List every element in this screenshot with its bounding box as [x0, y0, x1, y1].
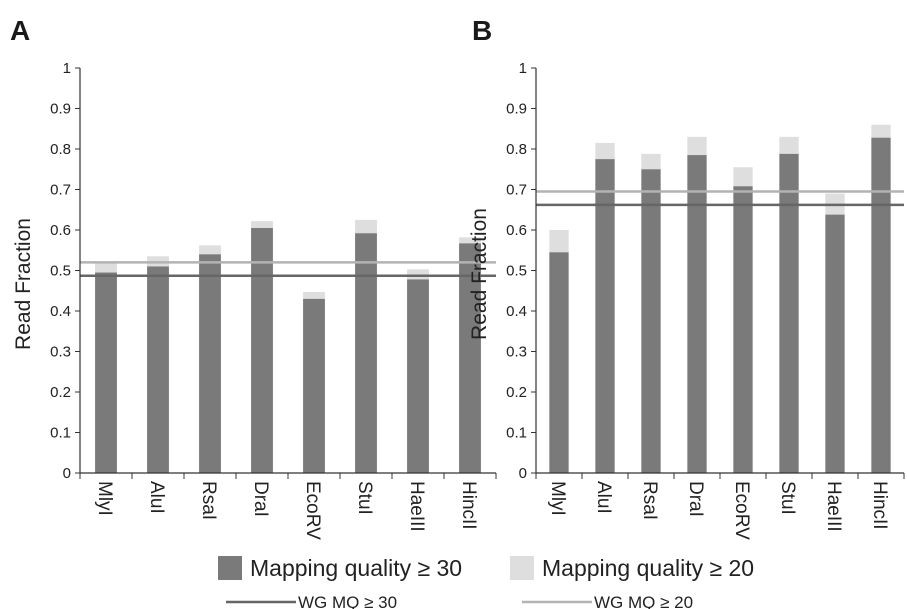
legend-swatch-mq30 — [218, 556, 242, 580]
y-tick-label: 1 — [63, 60, 71, 77]
y-tick-label: 0.4 — [50, 303, 71, 320]
bar-mq30-HincII — [871, 137, 891, 473]
panel-b: B Read Fraction 0 0.1 0.2 0.3 0.4 0.5 0.6 0.7 0.… — [468, 15, 905, 540]
x-tick-label-DraI: DraI — [250, 481, 271, 517]
legend-label-wg20: WG MQ ≥ 20 — [594, 593, 693, 609]
bar-mq30-EcoRV — [303, 298, 325, 473]
bar-mq20-MlyI — [95, 262, 117, 273]
bar-mq30-HaeIII — [825, 214, 845, 474]
bar-mq20-EcoRV — [733, 167, 753, 187]
y-tick-label: 0 — [519, 465, 527, 482]
bar-mq30-HaeIII — [407, 279, 429, 473]
bar-mq30-RsaI — [641, 169, 661, 473]
y-tick-label: 0.3 — [50, 344, 71, 361]
legend-label-wg30: WG MQ ≥ 30 — [298, 593, 397, 609]
y-axis-title-a: Read Fraction — [12, 218, 35, 350]
bar-mq20-AluI — [595, 142, 615, 160]
y-tick-label: 0.7 — [506, 182, 527, 199]
x-tick-label-HaeIII: HaeIII — [406, 481, 427, 532]
x-tick-label-MlyI: MlyI — [94, 481, 115, 516]
x-tick-label-HaeIII: HaeIII — [823, 481, 844, 532]
y-tick-label: 0.7 — [50, 182, 71, 199]
x-tick-label-RsaI: RsaI — [639, 481, 660, 520]
bar-mq30-DraI — [251, 227, 273, 473]
x-tick-label-RsaI: RsaI — [198, 481, 219, 520]
bar-mq20-DraI — [251, 221, 273, 228]
bar-mq30-EcoRV — [733, 186, 753, 473]
x-tick-label-MlyI: MlyI — [547, 481, 568, 516]
y-axis-title-b: Read Fraction — [468, 208, 491, 340]
y-tick-label: 0.5 — [50, 263, 71, 280]
panel-label-b: B — [472, 15, 492, 46]
bar-mq20-HincII — [871, 124, 891, 138]
bar-mq30-MlyI — [95, 272, 117, 473]
y-tick-label: 0.2 — [50, 384, 71, 401]
bar-mq20-DraI — [687, 136, 707, 156]
bar-mq20-HincII — [459, 237, 481, 244]
y-tick-label: 0.8 — [506, 141, 527, 158]
y-tick-label: 0.4 — [506, 303, 527, 320]
panel-a: A Read Fraction 0 0.1 0.2 0.3 0.4 0.5 0.6 0.7 0.… — [10, 15, 497, 540]
y-tick-label: 0.1 — [50, 425, 71, 442]
bar-mq30-AluI — [147, 266, 169, 473]
bar-mq20-StuI — [779, 136, 799, 154]
y-tick-label: 0.3 — [506, 344, 527, 361]
x-tick-label-AluI: AluI — [593, 481, 614, 514]
bar-mq20-RsaI — [641, 153, 661, 170]
y-tick-label: 0.5 — [506, 263, 527, 280]
y-tick-label: 0.6 — [506, 222, 527, 239]
x-tick-label-AluI: AluI — [146, 481, 167, 514]
bar-mq20-StuI — [355, 219, 377, 234]
x-tick-label-EcoRV: EcoRV — [302, 481, 323, 540]
x-tick-label-HincII: HincII — [869, 481, 890, 530]
bar-mq30-MlyI — [549, 252, 569, 473]
bar-mq30-StuI — [355, 233, 377, 473]
panel-label-a: A — [10, 15, 30, 46]
bar-mq20-EcoRV — [303, 291, 325, 299]
y-tick-label: 0.9 — [50, 101, 71, 118]
x-tick-label-HincII: HincII — [458, 481, 479, 530]
bar-mq20-RsaI — [199, 245, 221, 255]
x-tick-label-StuI: StuI — [777, 481, 798, 515]
y-tick-label: 0.9 — [506, 101, 527, 118]
bar-mq20-HaeIII — [407, 269, 429, 280]
y-tick-label: 0.6 — [50, 222, 71, 239]
x-tick-label-EcoRV: EcoRV — [731, 481, 752, 540]
legend: Mapping quality ≥ 30 Mapping quality ≥ 2… — [218, 555, 754, 609]
bar-mq30-AluI — [595, 159, 615, 473]
y-tick-label: 0 — [63, 465, 71, 482]
legend-label-mq20: Mapping quality ≥ 20 — [542, 555, 754, 581]
legend-swatch-mq20 — [510, 556, 534, 580]
y-tick-label: 0.1 — [506, 425, 527, 442]
bar-mq30-RsaI — [199, 254, 221, 473]
x-tick-label-DraI: DraI — [685, 481, 706, 517]
y-tick-label: 0.2 — [506, 384, 527, 401]
y-tick-label: 1 — [519, 60, 527, 77]
legend-label-mq30: Mapping quality ≥ 30 — [250, 555, 462, 581]
bar-mq20-MlyI — [549, 230, 569, 253]
y-tick-label: 0.8 — [50, 141, 71, 158]
bar-mq30-DraI — [687, 155, 707, 473]
bar-mq30-HincII — [459, 243, 481, 473]
x-tick-label-StuI: StuI — [354, 481, 375, 515]
bar-mq30-StuI — [779, 153, 799, 474]
